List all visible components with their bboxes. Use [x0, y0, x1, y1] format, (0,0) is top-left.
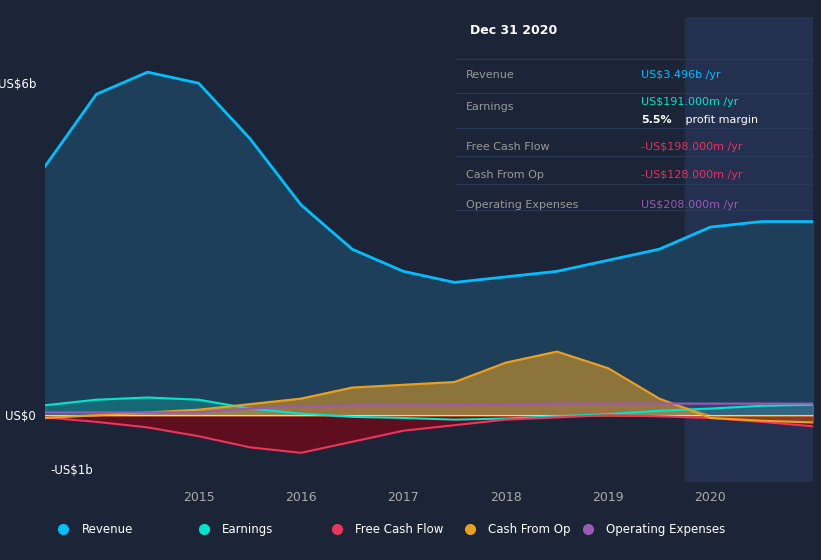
Text: Revenue: Revenue — [466, 70, 515, 80]
Text: -US$198.000m /yr: -US$198.000m /yr — [641, 142, 743, 152]
Text: 5.5%: 5.5% — [641, 115, 672, 125]
Text: Revenue: Revenue — [82, 522, 133, 536]
Text: Free Cash Flow: Free Cash Flow — [466, 142, 550, 152]
Text: Operating Expenses: Operating Expenses — [466, 200, 579, 210]
Text: -US$1b: -US$1b — [50, 464, 93, 477]
Text: -US$128.000m /yr: -US$128.000m /yr — [641, 170, 743, 180]
Text: Operating Expenses: Operating Expenses — [606, 522, 726, 536]
Text: Cash From Op: Cash From Op — [466, 170, 544, 180]
Text: US$3.496b /yr: US$3.496b /yr — [641, 70, 721, 80]
Text: Earnings: Earnings — [466, 102, 515, 113]
Bar — [685, 17, 813, 482]
Text: Earnings: Earnings — [222, 522, 273, 536]
Text: Free Cash Flow: Free Cash Flow — [355, 522, 443, 536]
Text: US$208.000m /yr: US$208.000m /yr — [641, 200, 739, 210]
Text: US$191.000m /yr: US$191.000m /yr — [641, 97, 739, 106]
Text: Cash From Op: Cash From Op — [488, 522, 571, 536]
Text: Dec 31 2020: Dec 31 2020 — [470, 24, 557, 38]
Text: profit margin: profit margin — [682, 115, 759, 125]
